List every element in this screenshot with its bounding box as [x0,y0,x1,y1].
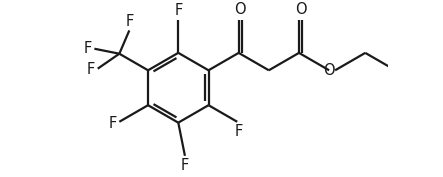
Text: O: O [234,2,246,17]
Text: F: F [235,124,243,139]
Text: F: F [181,158,189,173]
Text: O: O [323,63,335,78]
Text: F: F [83,41,92,56]
Text: O: O [295,2,307,17]
Text: F: F [109,116,117,131]
Text: F: F [87,62,95,77]
Text: F: F [125,14,133,29]
Text: F: F [174,3,183,18]
